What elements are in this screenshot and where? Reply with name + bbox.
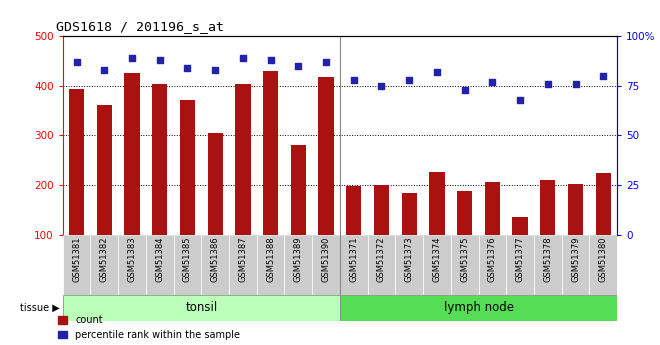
Bar (457, 191, 473, 235)
Bar (540, 180, 556, 235)
Bar (235, 84, 251, 235)
Text: GSM51371: GSM51371 (349, 236, 358, 282)
Bar (69, 89, 84, 235)
Bar (318, 77, 334, 235)
Text: GSM51377: GSM51377 (515, 236, 525, 282)
Point (71, 59, 82, 65)
Bar (484, 182, 500, 235)
Point (515, 97, 525, 102)
Text: tissue ▶: tissue ▶ (20, 303, 59, 313)
Bar (124, 73, 140, 235)
Text: tonsil: tonsil (185, 302, 217, 314)
Text: GSM51374: GSM51374 (432, 236, 442, 282)
Text: lymph node: lymph node (444, 302, 513, 314)
Bar (340, 235, 368, 295)
Bar (152, 84, 168, 235)
Point (265, 57, 276, 63)
Bar (506, 235, 534, 295)
Bar (568, 184, 583, 235)
Bar (90, 235, 118, 295)
Bar (423, 235, 451, 295)
Text: GSM51376: GSM51376 (488, 236, 497, 282)
Point (376, 83, 387, 89)
Point (238, 55, 248, 61)
Bar (346, 187, 362, 235)
Bar (229, 235, 257, 295)
Point (154, 57, 165, 63)
Text: GSM51382: GSM51382 (100, 236, 109, 282)
Bar (63, 295, 340, 321)
Bar (368, 235, 395, 295)
Text: GSM51378: GSM51378 (543, 236, 552, 282)
Bar (263, 71, 279, 235)
Bar (595, 173, 611, 235)
Text: GSM51384: GSM51384 (155, 236, 164, 282)
Bar (146, 235, 174, 295)
Text: GSM51388: GSM51388 (266, 236, 275, 282)
Text: GSM51381: GSM51381 (72, 236, 81, 282)
Bar (118, 235, 146, 295)
Text: GSM51375: GSM51375 (460, 236, 469, 282)
Point (459, 87, 470, 92)
Point (321, 59, 331, 65)
Point (543, 81, 553, 87)
Text: GSM51387: GSM51387 (238, 236, 248, 282)
Point (570, 81, 581, 87)
Bar (290, 145, 306, 235)
Bar (180, 100, 195, 235)
Text: GSM51373: GSM51373 (405, 236, 414, 282)
Point (182, 65, 193, 71)
Text: GDS1618 / 201196_s_at: GDS1618 / 201196_s_at (56, 20, 224, 33)
Bar (312, 235, 340, 295)
Text: GSM51380: GSM51380 (599, 236, 608, 282)
Bar (395, 235, 423, 295)
Text: GSM51383: GSM51383 (127, 236, 137, 282)
Bar (96, 105, 112, 235)
Text: GSM51389: GSM51389 (294, 236, 303, 282)
Bar (429, 171, 445, 235)
Bar (257, 235, 284, 295)
Bar (201, 235, 229, 295)
Text: GSM51386: GSM51386 (211, 236, 220, 282)
Text: GSM51372: GSM51372 (377, 236, 386, 282)
Point (432, 69, 442, 75)
Bar (63, 235, 90, 295)
Point (210, 67, 220, 73)
Point (99, 67, 110, 73)
Point (348, 77, 359, 82)
Text: GSM51379: GSM51379 (571, 236, 580, 282)
Point (293, 63, 304, 69)
Legend: count, percentile rank within the sample: count, percentile rank within the sample (57, 315, 240, 340)
Point (598, 73, 609, 79)
Bar (478, 235, 506, 295)
Text: GSM51390: GSM51390 (321, 236, 331, 282)
Bar (340, 295, 617, 321)
Point (487, 79, 498, 85)
Bar (589, 235, 617, 295)
Bar (451, 235, 478, 295)
Bar (374, 185, 389, 235)
Bar (562, 235, 589, 295)
Point (404, 77, 414, 82)
Bar (174, 235, 201, 295)
Bar (401, 194, 417, 235)
Bar (207, 133, 223, 235)
Point (127, 55, 137, 61)
Text: GSM51385: GSM51385 (183, 236, 192, 282)
Bar (284, 235, 312, 295)
Bar (534, 235, 562, 295)
Bar (512, 217, 528, 235)
